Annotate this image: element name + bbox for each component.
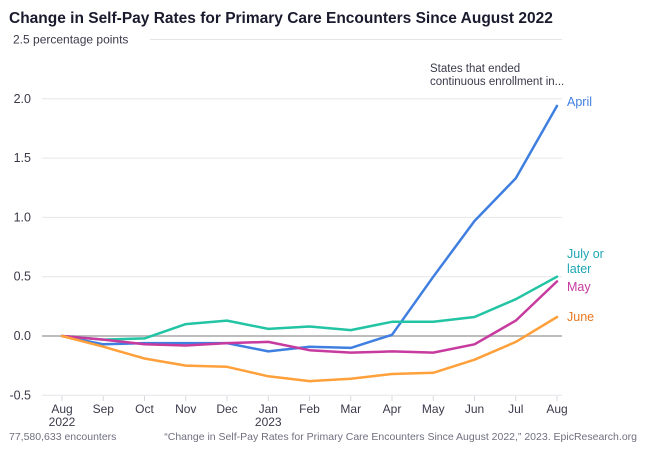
x-tick-label: Jan: [259, 402, 278, 416]
y-tick-label: 2.5 percentage points: [13, 33, 128, 47]
y-axis: -0.5 0.0 0.5 1.0 1.5 2.0 2.5 percentage points: [9, 33, 128, 403]
x-tick-label: Jun: [465, 402, 484, 416]
x-tick-label: Nov: [175, 402, 196, 416]
footer-citation: “Change in Self-Pay Rates for Primary Ca…: [164, 431, 637, 443]
series-line-july-or-later: [60, 275, 559, 341]
x-tick-label: Aug: [546, 402, 567, 416]
x-tick-label: Dec: [216, 402, 237, 416]
series-label-may: May: [567, 280, 591, 294]
y-tick-label: 2.0: [14, 92, 31, 106]
legend-title-line-2: continuous enrollment in...: [430, 76, 564, 88]
series-line-june: [60, 315, 559, 383]
series-line-may: [60, 280, 559, 354]
x-year-label: 2022: [49, 415, 76, 429]
y-tick-label: -0.5: [9, 388, 31, 402]
series-label-july-or-later: later: [567, 262, 591, 276]
y-tick-label: 1.0: [14, 210, 31, 224]
y-tick-label: 0.5: [14, 270, 31, 284]
x-year-label: 2023: [255, 415, 282, 429]
x-tick-label: Aug: [51, 402, 72, 416]
x-tick-label: Sep: [93, 402, 115, 416]
gridlines: [42, 39, 562, 396]
legend-title-line-1: States that ended: [430, 63, 520, 75]
x-tick-label: May: [422, 402, 445, 416]
chart-title: Change in Self-Pay Rates for Primary Car…: [9, 10, 553, 27]
series-label-july-or-later: July or: [567, 247, 604, 261]
y-tick-label: 1.5: [14, 151, 31, 165]
x-tick-label: Oct: [135, 402, 154, 416]
x-tick-label: Jul: [508, 402, 523, 416]
series-label-june: June: [567, 310, 594, 324]
series-label-april: April: [567, 95, 592, 109]
y-tick-label: 0.0: [14, 329, 31, 343]
x-tick-label: Mar: [340, 402, 361, 416]
series-lines: [60, 104, 559, 383]
x-tick-label: Apr: [383, 402, 402, 416]
x-tick-label: Feb: [299, 402, 320, 416]
footer-encounters: 77,580,633 encounters: [9, 431, 116, 443]
